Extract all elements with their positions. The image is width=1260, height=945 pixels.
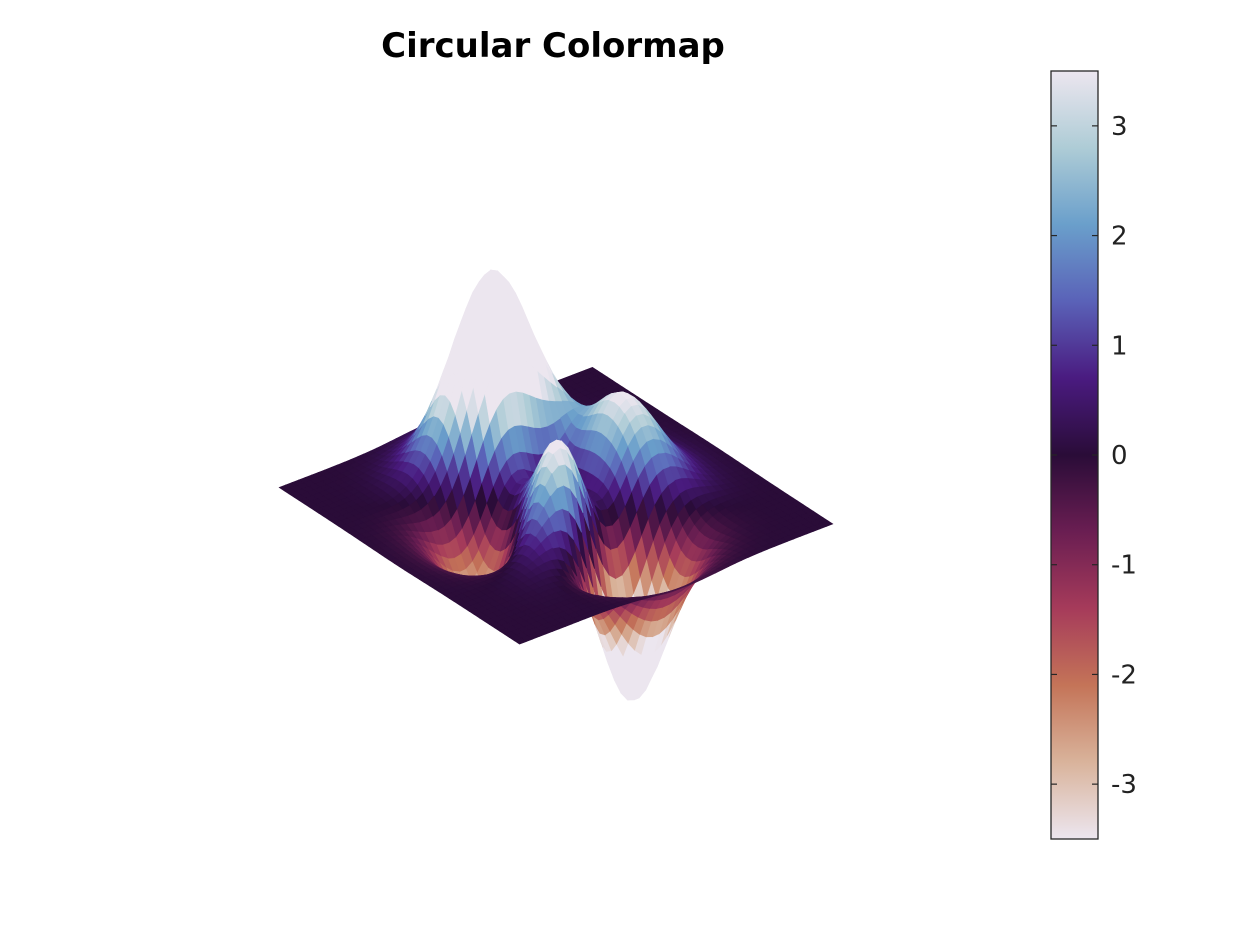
surface-patch bbox=[627, 433, 641, 461]
colorbar-tick-label: -1 bbox=[1111, 551, 1137, 581]
colorbar-tick-label: -3 bbox=[1111, 770, 1137, 800]
colorbar-tick-label: 2 bbox=[1111, 222, 1128, 252]
chart-title: Circular Colormap bbox=[381, 26, 725, 66]
colorbar-tick-label: 1 bbox=[1111, 331, 1128, 361]
colorbar-bar bbox=[1050, 70, 1099, 840]
surface-patch bbox=[545, 472, 558, 497]
surface-patch bbox=[546, 453, 559, 474]
colorbar-tick-label: 0 bbox=[1111, 441, 1128, 471]
colorbar-tick-label: 3 bbox=[1111, 112, 1128, 142]
surface-patch bbox=[482, 279, 495, 308]
colorbar-tick-label: -2 bbox=[1111, 660, 1137, 690]
surface-patch bbox=[513, 638, 527, 645]
colorbar: 3 2 1 0 -1 -2 -3 bbox=[1050, 70, 1137, 840]
surface-plot bbox=[278, 269, 834, 701]
